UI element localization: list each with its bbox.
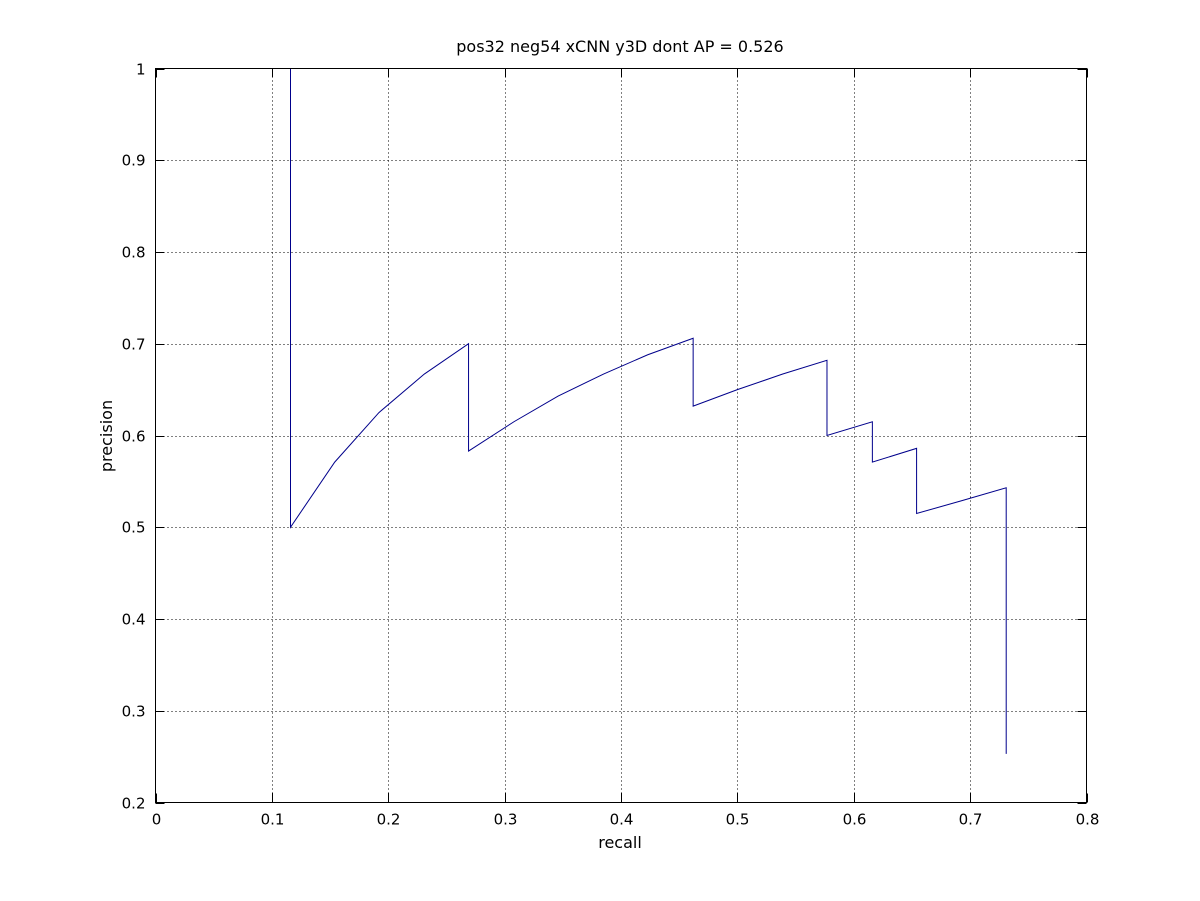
x-tick-label: 0.7 (959, 811, 983, 829)
x-tick-label: 0.5 (726, 811, 750, 829)
plot-frame (155, 68, 1087, 803)
chart-title: pos32 neg54 xCNN y3D dont AP = 0.526 (456, 37, 783, 56)
precision-recall-curve (290, 68, 1007, 754)
y-tick-label: 1 (136, 61, 146, 79)
x-axis-title: recall (598, 833, 642, 852)
y-tick-label: 0.6 (122, 428, 146, 446)
y-axis-title: precision (97, 400, 116, 472)
y-tick-label: 0.2 (122, 795, 146, 813)
x-tick-label: 0.4 (610, 811, 634, 829)
x-tick-label: 0.1 (261, 811, 285, 829)
y-tick-label: 0.9 (122, 152, 146, 170)
plot-area (155, 68, 1087, 803)
y-tick-label: 0.3 (122, 703, 146, 721)
y-tick-label: 0.5 (122, 519, 146, 537)
y-tick-label: 0.8 (122, 244, 146, 262)
y-tick-labels: 0.2 0.3 0.4 0.5 0.6 0.7 0.8 0.9 1 (122, 61, 146, 813)
series-layer (290, 68, 1007, 754)
x-tick-label: 0 (152, 811, 162, 829)
y-tick-label: 0.7 (122, 336, 146, 354)
x-tick-label: 0.2 (377, 811, 401, 829)
y-tick-label: 0.4 (122, 611, 146, 629)
x-tick-labels: 0 0.1 0.2 0.3 0.4 0.5 0.6 0.7 0.8 (152, 811, 1100, 829)
x-tick-label: 0.6 (843, 811, 867, 829)
x-tick-label: 0.8 (1076, 811, 1100, 829)
x-tick-label: 0.3 (494, 811, 518, 829)
tick-marks (155, 68, 1088, 804)
